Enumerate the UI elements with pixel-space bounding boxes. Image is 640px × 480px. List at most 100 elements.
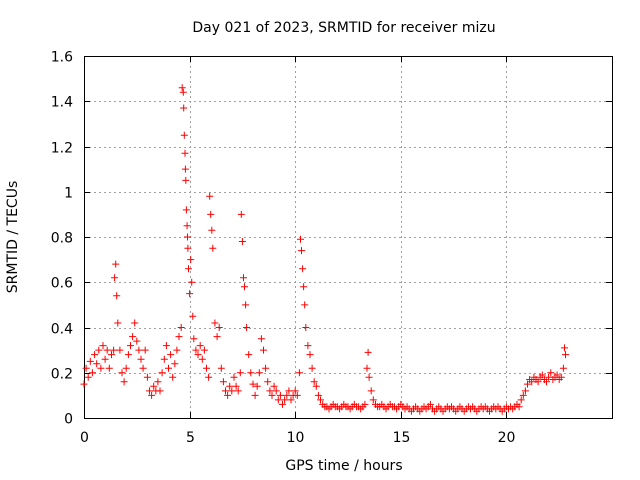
chart-title: Day 021 of 2023, SRMTID for receiver miz…	[192, 20, 495, 36]
data-point	[237, 210, 245, 218]
data-point	[180, 131, 188, 139]
data-point	[179, 88, 187, 96]
data-point	[257, 335, 265, 343]
data-point	[124, 351, 132, 359]
data-point	[367, 387, 375, 395]
data-point	[177, 324, 185, 331]
data-point	[241, 283, 248, 291]
plot-frame	[84, 56, 613, 419]
data-point	[559, 364, 567, 372]
data-point	[528, 378, 536, 386]
data-point	[86, 357, 94, 365]
data-point	[165, 364, 172, 372]
data-point	[312, 382, 320, 390]
data-point	[186, 290, 194, 298]
data-point	[317, 396, 324, 404]
data-point	[205, 373, 213, 381]
data-point	[562, 351, 569, 359]
data-points	[80, 84, 569, 415]
y-tick-label: 1.6	[51, 50, 73, 66]
x-tick-label: 5	[186, 430, 195, 446]
data-point	[272, 387, 280, 395]
data-point	[557, 373, 565, 381]
data-point	[180, 104, 188, 112]
data-point	[274, 396, 282, 404]
data-point	[158, 369, 166, 377]
data-point	[141, 346, 149, 354]
data-point	[561, 344, 568, 352]
data-point	[240, 274, 247, 282]
data-point	[306, 351, 314, 359]
y-tick-label: 0.6	[51, 276, 73, 292]
data-point	[270, 382, 278, 390]
data-point	[169, 373, 177, 381]
data-point	[226, 382, 234, 390]
data-point	[139, 364, 147, 372]
data-point	[213, 333, 221, 341]
data-point	[185, 265, 192, 273]
data-point	[95, 346, 103, 354]
data-point	[215, 324, 223, 331]
data-point	[181, 149, 189, 157]
data-point	[127, 342, 134, 350]
data-point	[364, 348, 372, 356]
data-point	[281, 396, 289, 404]
data-point	[91, 351, 99, 359]
data-point	[181, 165, 189, 173]
data-point	[234, 387, 242, 395]
data-point	[297, 235, 304, 243]
data-point	[264, 378, 272, 386]
data-point	[253, 382, 261, 390]
data-point	[365, 373, 373, 381]
data-point	[148, 391, 156, 399]
data-point	[137, 355, 145, 363]
data-point	[222, 387, 229, 395]
data-point	[182, 176, 190, 184]
data-point	[133, 337, 141, 345]
data-point	[182, 206, 190, 214]
data-point	[200, 346, 208, 354]
x-tick-label: 15	[393, 430, 411, 446]
data-point	[293, 391, 301, 399]
data-point	[245, 351, 253, 359]
data-point	[131, 319, 139, 327]
data-point	[302, 324, 310, 331]
data-point	[304, 342, 312, 350]
data-point	[207, 210, 215, 218]
data-point	[183, 222, 191, 230]
data-point	[301, 301, 309, 309]
axis-ticks: 0 0.2 0.4 0.6 0.8 1 1.2 1.4 1.6 0 5 10 15 20	[51, 50, 612, 446]
data-point	[242, 301, 250, 309]
data-point	[308, 364, 316, 372]
data-point	[519, 391, 527, 399]
data-point	[283, 391, 291, 399]
data-point	[111, 274, 119, 282]
data-point	[192, 346, 200, 354]
data-point	[300, 283, 308, 291]
y-tick-label: 0.4	[51, 322, 73, 338]
data-point	[232, 382, 240, 390]
data-point	[249, 380, 257, 388]
data-point	[80, 380, 88, 388]
data-point	[160, 355, 168, 363]
data-point	[196, 342, 204, 350]
grid-lines	[84, 56, 612, 418]
data-point	[113, 292, 121, 300]
data-point	[173, 346, 181, 354]
data-point	[189, 312, 197, 320]
data-point	[209, 244, 217, 252]
x-tick-label: 0	[80, 430, 89, 446]
data-point	[276, 391, 284, 399]
data-point	[515, 403, 523, 411]
data-point	[171, 360, 179, 368]
data-point	[255, 369, 263, 377]
data-point	[219, 378, 227, 386]
data-point	[84, 373, 92, 381]
data-point	[184, 244, 192, 252]
data-point	[545, 373, 553, 381]
data-point	[118, 369, 126, 377]
data-point	[236, 369, 244, 377]
data-point	[154, 378, 162, 386]
data-point	[156, 387, 164, 395]
